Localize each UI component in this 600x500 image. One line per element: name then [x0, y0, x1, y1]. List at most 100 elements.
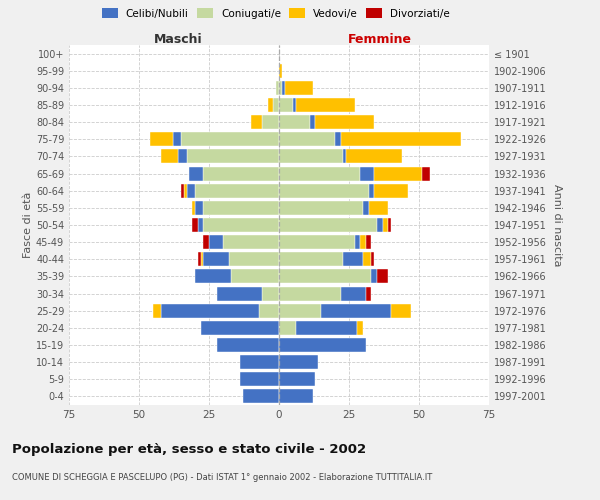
Bar — [223, 235, 279, 249]
Legend: Celibi/Nubili, Coniugati/e, Vedovi/e, Divorziati/e: Celibi/Nubili, Coniugati/e, Vedovi/e, Di… — [99, 5, 453, 21]
Bar — [279, 166, 360, 180]
Bar — [279, 286, 341, 300]
Bar — [181, 184, 184, 198]
Bar — [279, 98, 293, 112]
Bar — [343, 150, 346, 164]
Bar — [279, 150, 343, 164]
Bar — [341, 132, 461, 146]
Bar — [388, 218, 391, 232]
Bar — [251, 115, 262, 129]
Text: Popolazione per età, sesso e stato civile - 2002: Popolazione per età, sesso e stato civil… — [12, 442, 366, 456]
Bar — [360, 166, 374, 180]
Bar — [279, 81, 282, 95]
Bar — [279, 270, 371, 283]
Bar — [363, 252, 371, 266]
Bar — [203, 218, 279, 232]
Bar — [321, 304, 391, 318]
Bar — [279, 184, 368, 198]
Bar — [366, 235, 371, 249]
Bar — [371, 252, 374, 266]
Bar — [203, 252, 229, 266]
Bar — [360, 235, 366, 249]
Text: Femmine: Femmine — [348, 33, 412, 46]
Bar — [203, 201, 279, 215]
Bar — [217, 286, 262, 300]
Bar — [192, 201, 195, 215]
Bar — [259, 304, 279, 318]
Bar — [279, 355, 318, 369]
Bar — [195, 201, 203, 215]
Bar — [203, 166, 279, 180]
Bar — [192, 218, 198, 232]
Bar — [217, 338, 279, 352]
Bar — [293, 98, 296, 112]
Bar — [368, 184, 374, 198]
Bar — [232, 270, 279, 283]
Bar — [279, 304, 321, 318]
Bar — [279, 201, 363, 215]
Bar — [391, 304, 410, 318]
Bar — [279, 390, 313, 404]
Bar — [341, 286, 366, 300]
Bar — [161, 150, 178, 164]
Text: COMUNE DI SCHEGGIA E PASCELUPO (PG) - Dati ISTAT 1° gennaio 2002 - Elaborazione : COMUNE DI SCHEGGIA E PASCELUPO (PG) - Da… — [12, 472, 432, 482]
Bar — [316, 115, 374, 129]
Bar — [355, 235, 360, 249]
Bar — [150, 132, 173, 146]
Bar — [181, 132, 279, 146]
Bar — [363, 201, 368, 215]
Bar — [343, 252, 363, 266]
Y-axis label: Fasce di età: Fasce di età — [23, 192, 33, 258]
Bar — [422, 166, 430, 180]
Bar — [153, 304, 161, 318]
Bar — [229, 252, 279, 266]
Bar — [374, 166, 422, 180]
Bar — [383, 218, 388, 232]
Bar — [377, 270, 388, 283]
Bar — [279, 338, 366, 352]
Bar — [187, 150, 279, 164]
Bar — [173, 132, 181, 146]
Bar — [279, 321, 296, 335]
Bar — [190, 166, 203, 180]
Bar — [335, 132, 341, 146]
Bar — [268, 98, 274, 112]
Y-axis label: Anni di nascita: Anni di nascita — [552, 184, 562, 266]
Bar — [296, 98, 355, 112]
Bar — [279, 252, 343, 266]
Bar — [161, 304, 259, 318]
Bar — [187, 184, 195, 198]
Bar — [209, 235, 223, 249]
Bar — [195, 270, 232, 283]
Bar — [240, 372, 279, 386]
Bar — [195, 184, 279, 198]
Bar — [366, 286, 371, 300]
Bar — [262, 286, 279, 300]
Bar — [279, 64, 282, 78]
Bar — [279, 372, 316, 386]
Bar — [377, 218, 383, 232]
Bar — [203, 235, 209, 249]
Bar — [310, 115, 316, 129]
Bar — [368, 201, 388, 215]
Bar — [346, 150, 402, 164]
Bar — [274, 98, 279, 112]
Text: Maschi: Maschi — [154, 33, 203, 46]
Bar — [178, 150, 187, 164]
Bar — [279, 132, 335, 146]
Bar — [242, 390, 279, 404]
Bar — [198, 252, 200, 266]
Bar — [240, 355, 279, 369]
Bar — [198, 218, 203, 232]
Bar — [284, 81, 313, 95]
Bar — [358, 321, 363, 335]
Bar — [200, 252, 203, 266]
Bar — [374, 184, 408, 198]
Bar — [371, 270, 377, 283]
Bar — [279, 235, 355, 249]
Bar — [279, 115, 310, 129]
Bar — [282, 81, 284, 95]
Bar — [296, 321, 358, 335]
Bar — [276, 81, 279, 95]
Bar — [184, 184, 187, 198]
